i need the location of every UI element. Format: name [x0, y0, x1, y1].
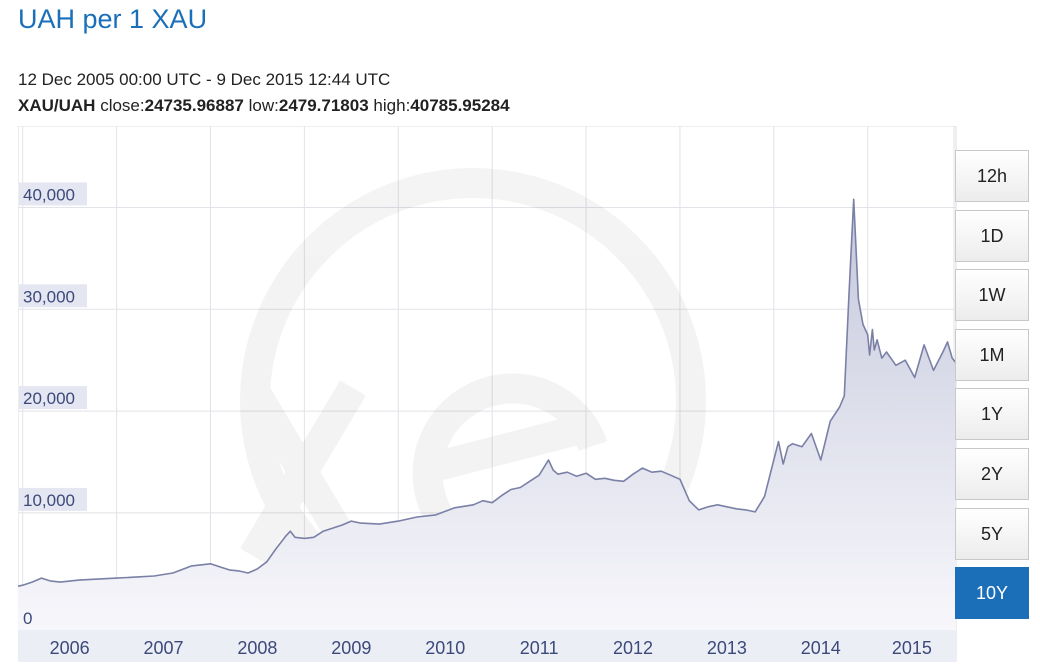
x-tick-label: 2009 — [331, 638, 371, 658]
low-label: low: — [248, 96, 279, 115]
timeframe-button-1w[interactable]: 1W — [955, 269, 1029, 321]
page-title: UAH per 1 XAU — [18, 4, 208, 34]
y-tick-label: 40,000 — [23, 185, 75, 204]
x-tick-label: 2013 — [707, 638, 747, 658]
price-chart[interactable]: 0 10,000 20,000 30,000 40,000 2006 2007 2008 20… — [18, 126, 958, 662]
timeframe-button-10y[interactable]: 10Y — [955, 567, 1029, 619]
x-tick-label: 2011 — [520, 638, 559, 658]
timeframe-button-2y[interactable]: 2Y — [955, 448, 1029, 500]
high-value: 40785.95284 — [410, 96, 510, 115]
timeframe-button-5y[interactable]: 5Y — [955, 508, 1029, 560]
timeframe-button-1y[interactable]: 1Y — [955, 388, 1029, 440]
x-tick-label: 2006 — [50, 638, 90, 658]
x-tick-label: 2012 — [613, 638, 653, 658]
low-value: 2479.71803 — [278, 96, 369, 115]
chart-svg[interactable]: 0 10,000 20,000 30,000 40,000 2006 2007 2008 20… — [18, 126, 958, 662]
y-tick-label-bg — [19, 386, 87, 410]
close-value: 24735.96887 — [144, 96, 244, 115]
pair-label: XAU/UAH — [18, 96, 96, 115]
y-tick-label: 30,000 — [23, 287, 75, 306]
y-tick-label: 10,000 — [23, 491, 75, 510]
x-tick-label: 2014 — [801, 638, 841, 658]
y-tick-label-bg — [19, 487, 87, 511]
timeframe-button-12h[interactable]: 12h — [955, 150, 1029, 202]
y-tick-label-bg — [19, 284, 87, 308]
timeframe-button-1d[interactable]: 1D — [955, 210, 1029, 262]
close-label: close: — [100, 96, 145, 115]
date-range: 12 Dec 2005 00:00 UTC - 9 Dec 2015 12:44… — [18, 70, 391, 89]
y-tick-label-bg — [19, 182, 87, 206]
x-tick-label: 2010 — [425, 638, 465, 658]
x-tick-label: 2008 — [237, 638, 277, 658]
x-tick-label: 2015 — [892, 638, 932, 658]
x-axis-band — [18, 630, 956, 662]
price-line — [18, 198, 957, 587]
y-tick-label: 20,000 — [23, 389, 75, 408]
x-tick-label: 2007 — [144, 638, 184, 658]
price-area-fill — [18, 199, 956, 631]
timeframe-button-1m[interactable]: 1M — [955, 329, 1029, 381]
y-tick-label: 0 — [23, 609, 32, 628]
price-stats: XAU/UAH close:24735.96887 low:2479.71803… — [18, 96, 510, 116]
high-label: high: — [373, 96, 411, 115]
